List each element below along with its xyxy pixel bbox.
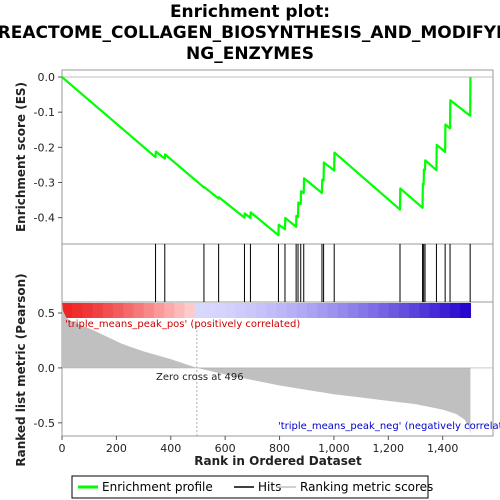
x-tick-label: 1,000 — [318, 442, 350, 455]
heatmap-segment — [286, 303, 298, 318]
heatmap-segment — [164, 303, 175, 318]
heatmap-segment — [256, 303, 267, 318]
ranking-heatmap-bar — [62, 303, 472, 318]
heatmap-segment — [174, 303, 186, 318]
zero-cross-label: Zero cross at 496 — [156, 372, 244, 383]
negative-correlation-label: 'triple_means_peak_neg' (negatively corr… — [278, 421, 500, 432]
heatmap-segment — [62, 303, 73, 318]
hits-panel-frame — [61, 243, 494, 303]
chart-title-line-2: REACTOME_COLLAGEN_BIOSYNTHESIS_AND_MODIF… — [0, 23, 500, 43]
heatmap-segment — [409, 303, 420, 318]
heatmap-segment — [358, 303, 369, 318]
heatmap-segment — [123, 303, 135, 318]
es-y-tick-label: -0.4 — [34, 212, 55, 225]
heatmap-segment — [450, 303, 461, 318]
heatmap-segment — [429, 303, 441, 318]
es-y-tick-label: 0.0 — [38, 71, 56, 84]
es-y-axis-label: Enrichment score (ES) — [14, 82, 28, 232]
heatmap-segment — [245, 303, 257, 318]
ranking-metric-area — [62, 302, 493, 436]
heatmap-segment — [266, 303, 278, 318]
heatmap-segment — [184, 303, 196, 318]
heatmap-segment — [317, 303, 329, 318]
es-y-ticks: 0.0 -0.1 -0.2 -0.3 -0.4 — [34, 71, 62, 225]
metric-y-axis-label: Ranked list metric (Pearson) — [14, 273, 28, 466]
heatmap-segment — [82, 303, 94, 318]
heatmap-segment — [72, 303, 84, 318]
hit-markers — [155, 244, 471, 302]
heatmap-segment — [327, 303, 339, 318]
heatmap-segment — [92, 303, 104, 318]
x-axis-ticks: 0 200 400 600 800 1,000 1,200 1,400 — [59, 436, 459, 455]
heatmap-segment — [194, 303, 206, 318]
heatmap-segment — [439, 303, 451, 318]
es-panel-frame — [61, 69, 494, 245]
x-axis-label: Rank in Ordered Dataset — [194, 454, 362, 468]
x-tick-label: 600 — [215, 442, 236, 455]
heatmap-segment — [133, 303, 145, 318]
chart-title-line-1: Enrichment plot: — [170, 2, 330, 22]
heatmap-segment — [204, 303, 216, 318]
heatmap-segment — [215, 303, 226, 318]
metric-y-ticks: 0.5 0.0 -0.5 — [34, 307, 62, 430]
legend-enrichment-profile-label: Enrichment profile — [102, 480, 213, 494]
heatmap-segment — [460, 303, 472, 318]
metric-y-tick-label: -0.5 — [34, 417, 55, 430]
heatmap-segment — [235, 303, 247, 318]
x-tick-label: 1,400 — [427, 442, 459, 455]
legend-ranking-metric-label: Ranking metric scores — [300, 480, 433, 494]
enrichment-profile-line — [61, 76, 472, 237]
metric-y-tick-label: 0.5 — [38, 307, 56, 320]
heatmap-segment — [113, 303, 124, 318]
heatmap-segment — [368, 303, 380, 318]
heatmap-segment — [102, 303, 114, 318]
heatmap-segment — [378, 303, 390, 318]
metric-y-tick-label: 0.0 — [38, 362, 56, 375]
es-y-tick-label: -0.3 — [34, 176, 55, 189]
chart-title-line-3: NG_ENZYMES — [186, 44, 314, 64]
heatmap-segment — [388, 303, 400, 318]
enrichment-profile-polyline — [61, 76, 472, 237]
x-tick-label: 0 — [59, 442, 66, 455]
x-tick-label: 200 — [106, 442, 127, 455]
heatmap-segment — [337, 303, 349, 318]
heatmap-segment — [143, 303, 155, 318]
es-y-tick-label: -0.1 — [34, 106, 55, 119]
heatmap-segment — [419, 303, 431, 318]
heatmap-segment — [398, 303, 410, 318]
es-y-tick-label: -0.2 — [34, 141, 55, 154]
heatmap-segment — [153, 303, 165, 318]
x-tick-label: 400 — [160, 442, 181, 455]
positive-correlation-label: 'triple_means_peak_pos' (positively corr… — [65, 319, 300, 330]
legend-hits-label: Hits — [258, 480, 281, 494]
legend: Enrichment profile Hits Ranking metric s… — [71, 475, 433, 499]
heatmap-segment — [225, 303, 237, 318]
heatmap-segment — [296, 303, 308, 318]
heatmap-segment — [307, 303, 318, 318]
x-tick-label: 800 — [269, 442, 290, 455]
heatmap-segment — [347, 303, 359, 318]
heatmap-segment — [276, 303, 288, 318]
x-tick-label: 1,200 — [373, 442, 405, 455]
